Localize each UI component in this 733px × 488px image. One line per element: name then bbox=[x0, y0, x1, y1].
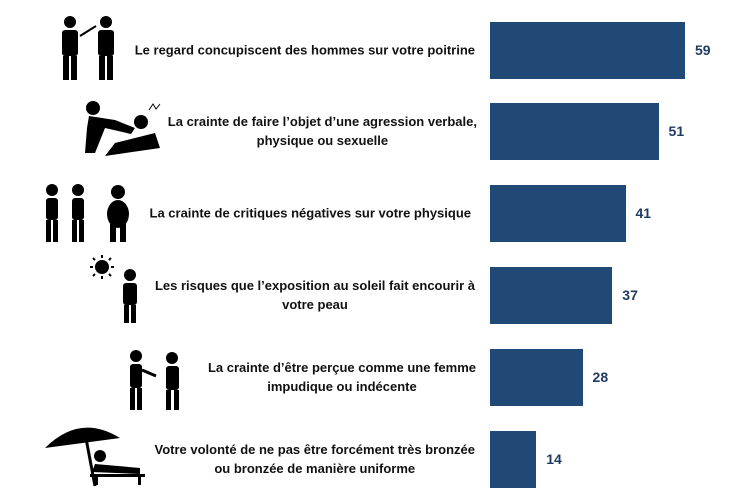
category-label-line: La crainte d’être perçue comme une femme bbox=[207, 360, 476, 375]
category-label: La crainte de critiques négatives sur vo… bbox=[150, 204, 472, 223]
category-label-line: ou bronzée de manière uniforme bbox=[214, 461, 416, 476]
bar bbox=[490, 349, 583, 406]
value-label: 59 bbox=[695, 42, 711, 58]
value-label: 28 bbox=[592, 369, 609, 385]
judging-people-icon bbox=[122, 348, 192, 417]
bar bbox=[490, 185, 626, 242]
mocking-people-icon bbox=[38, 180, 138, 249]
value-label: 41 bbox=[635, 205, 652, 221]
bar bbox=[490, 22, 685, 79]
beach-lounger-icon bbox=[40, 418, 150, 488]
sun-exposure-icon bbox=[88, 255, 148, 330]
value-label: 37 bbox=[622, 287, 638, 303]
assault-icon bbox=[75, 98, 165, 163]
category-label-line: La crainte de faire l’objet d’une agress… bbox=[167, 114, 477, 129]
category-label-line: Les risques que l’exposition au soleil f… bbox=[154, 278, 475, 293]
category-label-line: physique ou sexuelle bbox=[256, 133, 389, 148]
category-label-line: impudique ou indécente bbox=[267, 379, 417, 394]
category-label: Votre volonté de ne pas être forcément t… bbox=[154, 440, 475, 478]
category-label-line: La crainte de critiques négatives sur vo… bbox=[149, 205, 472, 221]
bar bbox=[490, 267, 613, 324]
category-label: La crainte d’être perçue comme une femme… bbox=[208, 358, 476, 396]
category-label: Le regard concupiscent des hommes sur vo… bbox=[135, 41, 475, 60]
category-label-line: Votre volonté de ne pas être forcément t… bbox=[154, 442, 475, 457]
bar bbox=[490, 431, 537, 488]
value-label: 14 bbox=[546, 451, 562, 467]
value-label: 51 bbox=[668, 123, 685, 139]
category-label-line: Le regard concupiscent des hommes sur vo… bbox=[134, 42, 475, 58]
category-label: Les risques que l’exposition au soleil f… bbox=[155, 276, 475, 314]
bar bbox=[490, 103, 659, 160]
men-staring-icon bbox=[50, 14, 130, 89]
category-label: La crainte de faire l’objet d’une agress… bbox=[168, 112, 477, 150]
category-label-line: votre peau bbox=[282, 297, 348, 312]
